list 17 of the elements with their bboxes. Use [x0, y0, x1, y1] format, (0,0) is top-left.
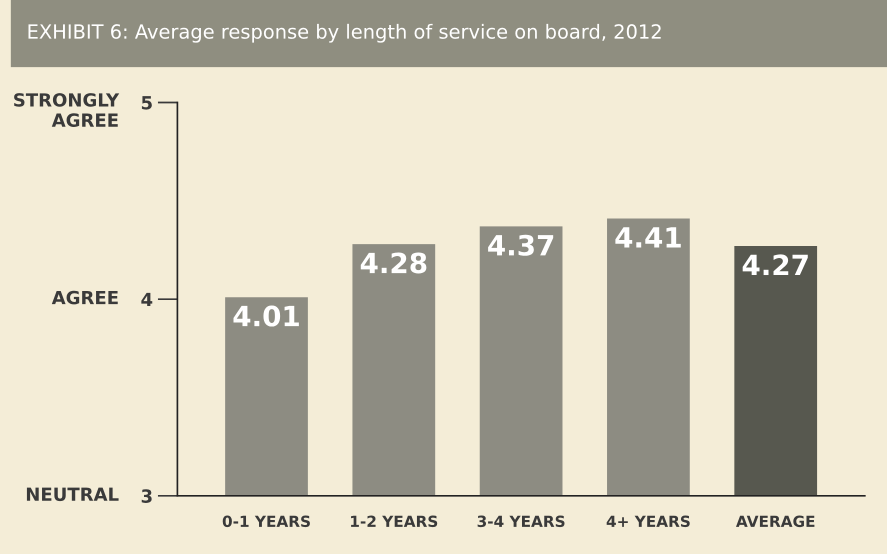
text: NEUTRAL: [26, 488, 119, 502]
x-tick-label: 1-2 YEARS: [351, 516, 438, 528]
x-tick-label: 0-1 YEARS: [222, 516, 310, 528]
y-tick-label: 4: [141, 292, 152, 306]
data-label: 4.37: [488, 234, 554, 256]
data-label: 4.41: [615, 227, 681, 248]
data-label: 4.01: [233, 306, 299, 327]
data-label: 4.27: [742, 254, 808, 276]
y-tick-label: 5: [142, 96, 152, 110]
text: AGREE: [52, 290, 118, 304]
y-tick-label: 3: [142, 489, 152, 503]
text: STRONGLY AGREE: [14, 93, 120, 127]
x-tick-label: AVERAGE: [736, 516, 814, 528]
data-label: 4.28: [360, 252, 426, 274]
x-tick-label: 4+ YEARS: [606, 516, 690, 528]
x-tick-label: 3-4 YEARS: [478, 516, 564, 528]
chart-title: EXHIBIT 6: Average response by length of service on board, 2012: [28, 24, 661, 43]
